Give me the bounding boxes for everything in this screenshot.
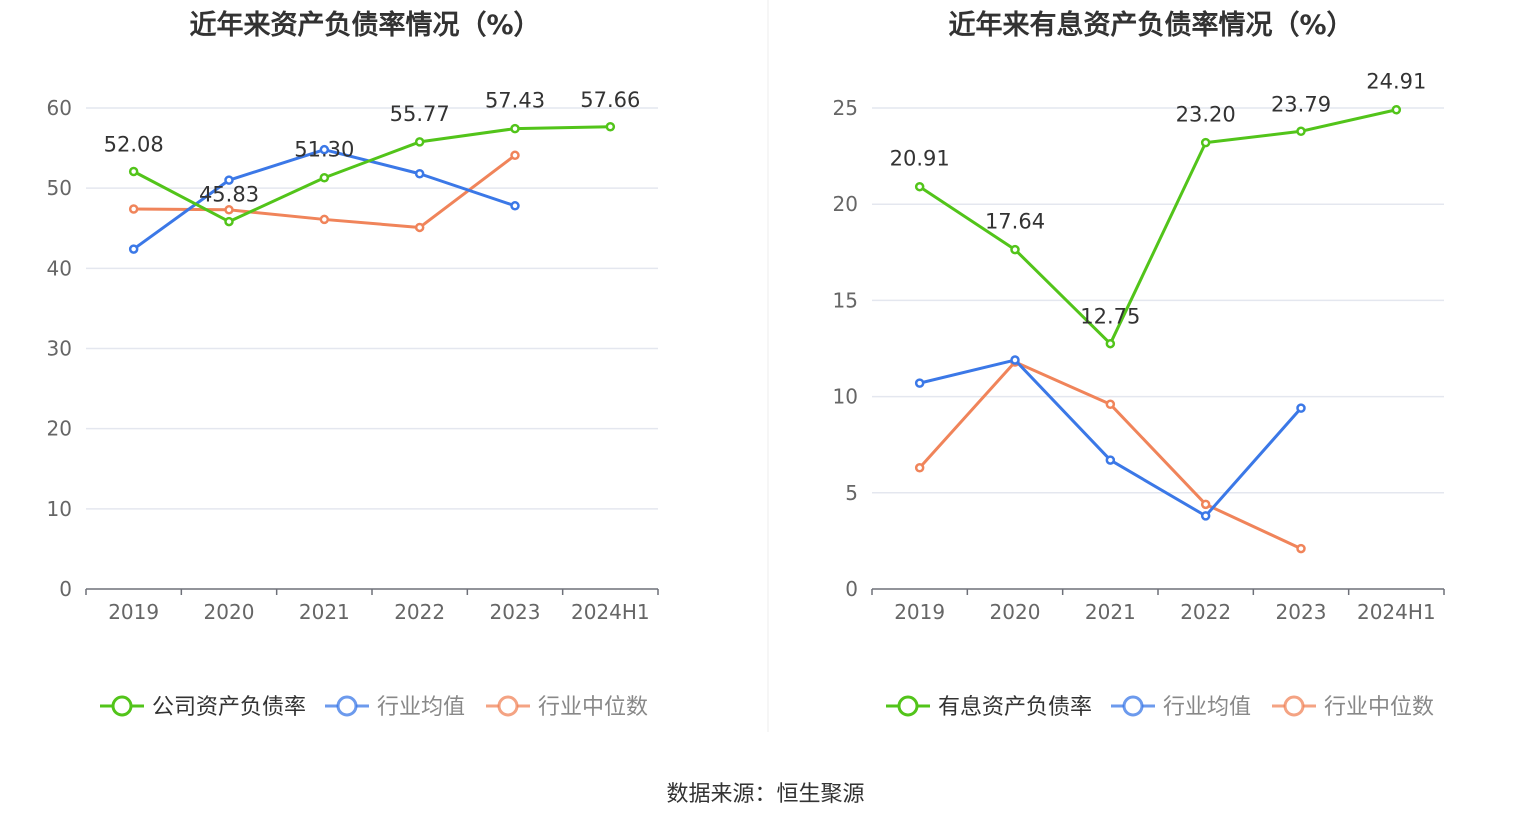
x-tick-label: 2022 xyxy=(1180,600,1231,624)
data-label: 24.91 xyxy=(1366,70,1426,94)
x-tick-label: 2023 xyxy=(490,600,541,624)
data-point xyxy=(510,201,520,211)
x-tick-label: 2020 xyxy=(990,600,1041,624)
chart-title: 近年来资产负债率情况（%） xyxy=(189,9,540,41)
series-line xyxy=(918,360,1302,550)
data-point xyxy=(319,214,330,225)
legend-circle-icon xyxy=(1122,695,1144,717)
data-point xyxy=(319,144,330,155)
data-point xyxy=(128,166,139,177)
legend-circle-icon xyxy=(336,695,358,717)
y-tick-label: 50 xyxy=(47,176,72,200)
y-tick-label: 30 xyxy=(47,337,72,361)
data-point xyxy=(1010,355,1020,365)
data-point xyxy=(914,463,925,473)
legend-circle-icon xyxy=(897,695,919,717)
data-point xyxy=(1200,137,1211,148)
y-tick-label: 10 xyxy=(47,497,72,521)
data-source-label: 数据来源：恒生聚源 xyxy=(666,782,865,807)
data-point xyxy=(510,123,520,134)
data-point xyxy=(414,222,425,233)
data-point xyxy=(128,204,139,214)
x-tick-label: 2019 xyxy=(108,600,159,624)
data-point xyxy=(1105,455,1116,465)
data-label: 17.64 xyxy=(985,210,1045,234)
data-label: 12.75 xyxy=(1080,305,1140,329)
x-tick-label: 2021 xyxy=(299,600,350,624)
data-point xyxy=(414,137,425,147)
data-label: 52.08 xyxy=(104,132,164,156)
data-point xyxy=(1200,511,1211,521)
y-tick-label: 0 xyxy=(845,577,858,601)
data-point xyxy=(319,172,330,183)
data-label: 20.91 xyxy=(890,147,950,171)
legend-circle-icon xyxy=(1283,695,1305,717)
chart-title: 近年来有息资产负债率情况（%） xyxy=(948,9,1353,41)
data-point xyxy=(224,205,234,215)
data-label: 45.83 xyxy=(199,183,259,207)
x-tick-label: 2024H1 xyxy=(1357,600,1436,624)
y-tick-label: 60 xyxy=(47,96,72,120)
y-tick-label: 20 xyxy=(47,417,72,441)
legend-circle-icon xyxy=(497,695,519,717)
data-label: 57.43 xyxy=(485,89,545,113)
y-tick-label: 5 xyxy=(845,481,858,505)
data-label: 55.77 xyxy=(390,102,450,126)
data-point xyxy=(1105,399,1116,410)
legend-label: 行业均值 xyxy=(1163,695,1251,720)
legend-label: 公司资产负债率 xyxy=(152,695,306,720)
y-tick-label: 0 xyxy=(59,577,72,601)
y-tick-label: 40 xyxy=(47,256,72,280)
y-tick-label: 20 xyxy=(833,192,858,216)
y-tick-label: 10 xyxy=(833,385,858,409)
legend-label: 行业中位数 xyxy=(538,695,648,720)
x-tick-label: 2021 xyxy=(1085,600,1136,624)
data-point xyxy=(914,181,925,192)
legend-label: 行业均值 xyxy=(377,695,465,720)
data-label: 23.20 xyxy=(1176,103,1236,127)
data-point xyxy=(1296,543,1306,554)
legend-circle-icon xyxy=(111,695,133,717)
data-point xyxy=(224,216,234,227)
data-point xyxy=(224,175,234,185)
x-tick-label: 2019 xyxy=(894,600,945,624)
y-tick-label: 15 xyxy=(833,288,858,312)
data-point xyxy=(1296,126,1306,137)
data-label: 51.30 xyxy=(294,138,354,162)
series-line xyxy=(918,108,1397,346)
data-point xyxy=(1200,499,1211,510)
y-tick-label: 25 xyxy=(833,96,858,120)
legend-label: 行业中位数 xyxy=(1324,695,1434,720)
data-label: 23.79 xyxy=(1271,92,1331,116)
data-point xyxy=(914,378,925,388)
data-point xyxy=(1296,403,1306,413)
data-point xyxy=(1105,338,1116,349)
series-line xyxy=(132,125,611,224)
data-point xyxy=(605,122,616,132)
x-tick-label: 2023 xyxy=(1276,600,1327,624)
x-tick-label: 2024H1 xyxy=(571,600,650,624)
data-point xyxy=(414,168,425,179)
data-point xyxy=(510,150,520,161)
legend-label: 有息资产负债率 xyxy=(938,695,1092,720)
data-label: 57.66 xyxy=(580,88,640,112)
x-tick-label: 2022 xyxy=(394,600,445,624)
data-point xyxy=(1391,104,1402,115)
x-tick-label: 2020 xyxy=(204,600,255,624)
data-point xyxy=(1010,244,1020,255)
data-point xyxy=(128,244,139,254)
